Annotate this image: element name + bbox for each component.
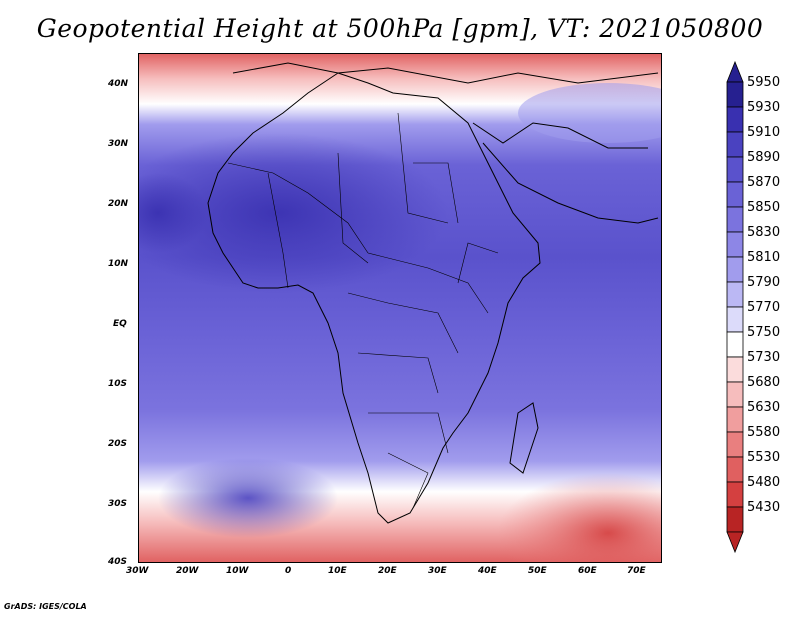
colorbar-level-label: 5430	[747, 500, 780, 515]
trough-middle-east	[518, 83, 662, 143]
colorbar-box	[726, 181, 744, 208]
colorbar-level-label: 5630	[747, 400, 780, 415]
lon-tick-label: 20E	[378, 566, 397, 576]
colorbar-boxes	[726, 60, 744, 554]
lat-tick-label: EQ	[113, 319, 127, 329]
lon-tick-label: 30E	[428, 566, 447, 576]
colorbar-box	[726, 156, 744, 183]
lon-tick-label: 0	[285, 566, 292, 576]
colorbar-level-label: 5810	[747, 250, 780, 265]
coastlines	[207, 62, 659, 524]
colorbar-level-label: 5580	[747, 425, 780, 440]
height-field-svg	[138, 53, 662, 563]
lon-tick-label: 20W	[176, 566, 199, 576]
colorbar-level-label: 5930	[747, 100, 780, 115]
lat-tick-label: 30S	[108, 499, 128, 509]
lon-tick-label: 50E	[528, 566, 547, 576]
colorbar-box	[726, 506, 744, 533]
footer-credit: GrADS: IGES/COLA	[4, 602, 87, 611]
colorbar-level-label: 5730	[747, 350, 780, 365]
colorbar-box	[726, 131, 744, 158]
lon-tick-label: 70E	[627, 566, 646, 576]
colorbar-level-label: 5750	[747, 325, 780, 340]
lat-tick-label: 40N	[108, 79, 129, 89]
country-borders	[227, 112, 499, 509]
map-title: Geopotential Height at 500hPa [gpm], VT:…	[36, 14, 764, 43]
colorbar-level-label: 5910	[747, 125, 780, 140]
colorbar-box	[726, 281, 744, 308]
colorbar-level-label: 5870	[747, 175, 780, 190]
lat-tick-label: 30N	[108, 139, 129, 149]
lat-tick-label: 10N	[108, 259, 129, 269]
lat-tick-label: 20N	[108, 199, 129, 209]
lat-tick-label: 20S	[108, 439, 128, 449]
colorbar-level-label: 5480	[747, 475, 780, 490]
colorbar-level-label: 5790	[747, 275, 780, 290]
lon-tick-label: 40E	[478, 566, 497, 576]
colorbar-level-label: 5830	[747, 225, 780, 240]
colorbar-box	[726, 331, 744, 358]
colorbar-level-label: 5890	[747, 150, 780, 165]
colorbar-box	[726, 81, 744, 108]
high-center-south-atlantic	[158, 458, 338, 538]
colorbar-box	[726, 381, 744, 408]
colorbar: 5950 5930 5910 5890 5870 5850 5830 5810 5790 5770…	[726, 60, 780, 554]
height-field-map	[138, 53, 662, 563]
lat-tick-label: 40S	[108, 557, 128, 567]
low-center-south-indian	[498, 473, 662, 563]
colorbar-box	[726, 456, 744, 483]
lon-tick-label: 10W	[226, 566, 249, 576]
colorbar-labels: 5950 5930 5910 5890 5870 5850 5830 5810 5790 5770…	[747, 75, 780, 515]
lon-tick-label: 10E	[328, 566, 347, 576]
colorbar-level-label: 5850	[747, 200, 780, 215]
lon-tick-label: 60E	[578, 566, 597, 576]
colorbar-box	[726, 256, 744, 283]
colorbar-level-label: 5950	[747, 75, 780, 90]
colorbar-top-arrow	[726, 60, 744, 83]
colorbar-level-label: 5680	[747, 375, 780, 390]
colorbar-level-label: 5530	[747, 450, 780, 465]
colorbar-box	[726, 206, 744, 233]
colorbar-level-label: 5770	[747, 300, 780, 315]
lon-tick-label: 30W	[126, 566, 149, 576]
colorbar-box	[726, 356, 744, 383]
colorbar-box	[726, 406, 744, 433]
high-center-atlantic	[138, 173, 208, 253]
lat-tick-label: 10S	[108, 379, 128, 389]
colorbar-box	[726, 306, 744, 333]
colorbar-box	[726, 231, 744, 258]
colorbar-box	[726, 481, 744, 508]
colorbar-bottom-arrow	[726, 531, 744, 554]
colorbar-box	[726, 431, 744, 458]
colorbar-box	[726, 106, 744, 133]
high-center-sahara	[138, 133, 448, 293]
